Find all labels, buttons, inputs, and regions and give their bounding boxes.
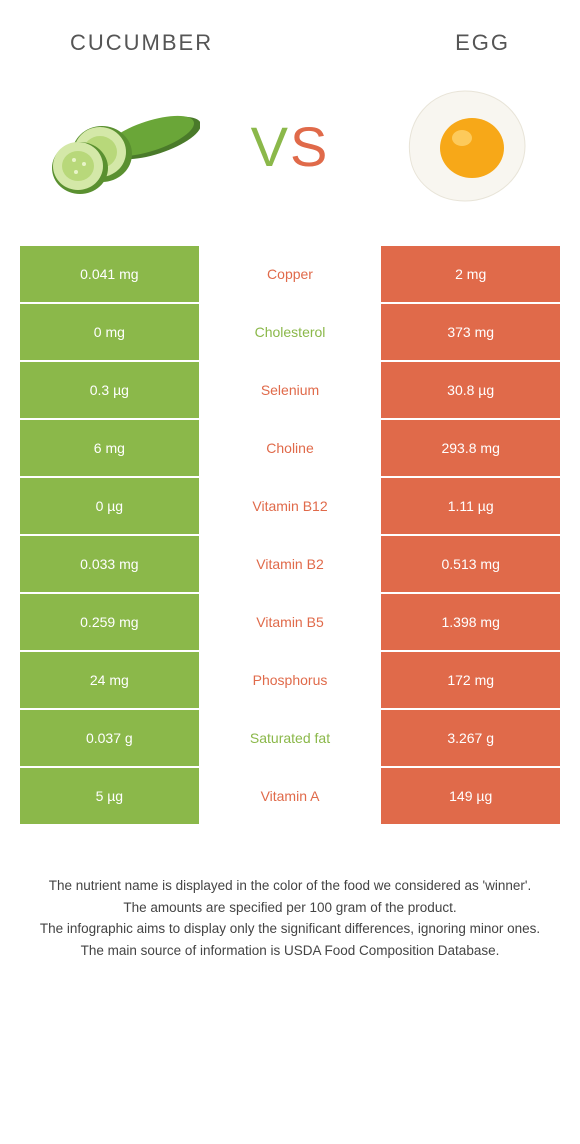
header: CUCUMBER EGG (0, 0, 580, 56)
title-left: CUCUMBER (70, 30, 213, 56)
vs-s: S (290, 115, 329, 178)
vs-v: V (251, 115, 290, 178)
table-row: 0.037 gSaturated fat3.267 g (20, 710, 560, 766)
footer-line: The nutrient name is displayed in the co… (30, 876, 550, 896)
images-row: VS (0, 56, 580, 246)
value-egg: 2 mg (379, 246, 560, 302)
table-row: 0.3 µgSelenium30.8 µg (20, 362, 560, 418)
nutrient-label: Vitamin B2 (201, 536, 380, 592)
value-egg: 293.8 mg (379, 420, 560, 476)
nutrient-label: Vitamin B5 (201, 594, 380, 650)
value-egg: 149 µg (379, 768, 560, 824)
nutrient-label: Vitamin A (201, 768, 380, 824)
footer-line: The main source of information is USDA F… (30, 941, 550, 961)
value-cucumber: 0 µg (20, 478, 201, 534)
nutrient-label: Selenium (201, 362, 380, 418)
value-cucumber: 6 mg (20, 420, 201, 476)
nutrient-label: Cholesterol (201, 304, 380, 360)
value-egg: 172 mg (379, 652, 560, 708)
vs-label: VS (251, 114, 330, 179)
table-row: 0 µgVitamin B121.11 µg (20, 478, 560, 534)
value-cucumber: 5 µg (20, 768, 201, 824)
value-cucumber: 0 mg (20, 304, 201, 360)
value-egg: 1.398 mg (379, 594, 560, 650)
cucumber-image (30, 76, 200, 216)
table-row: 24 mgPhosphorus172 mg (20, 652, 560, 708)
nutrient-label: Saturated fat (201, 710, 380, 766)
value-egg: 373 mg (379, 304, 560, 360)
table-row: 0.259 mgVitamin B51.398 mg (20, 594, 560, 650)
footer-notes: The nutrient name is displayed in the co… (0, 826, 580, 960)
table-row: 5 µgVitamin A149 µg (20, 768, 560, 824)
nutrient-label: Choline (201, 420, 380, 476)
nutrient-table: 0.041 mgCopper2 mg0 mgCholesterol373 mg0… (0, 246, 580, 824)
value-cucumber: 0.033 mg (20, 536, 201, 592)
value-cucumber: 0.037 g (20, 710, 201, 766)
value-egg: 30.8 µg (379, 362, 560, 418)
footer-line: The amounts are specified per 100 gram o… (30, 898, 550, 918)
footer-line: The infographic aims to display only the… (30, 919, 550, 939)
egg-image (380, 76, 550, 216)
nutrient-label: Phosphorus (201, 652, 380, 708)
title-right: EGG (455, 30, 510, 56)
value-cucumber: 24 mg (20, 652, 201, 708)
value-egg: 3.267 g (379, 710, 560, 766)
table-row: 6 mgCholine293.8 mg (20, 420, 560, 476)
table-row: 0 mgCholesterol373 mg (20, 304, 560, 360)
table-row: 0.033 mgVitamin B20.513 mg (20, 536, 560, 592)
nutrient-label: Vitamin B12 (201, 478, 380, 534)
value-cucumber: 0.041 mg (20, 246, 201, 302)
value-egg: 0.513 mg (379, 536, 560, 592)
table-row: 0.041 mgCopper2 mg (20, 246, 560, 302)
nutrient-label: Copper (201, 246, 380, 302)
value-cucumber: 0.3 µg (20, 362, 201, 418)
value-cucumber: 0.259 mg (20, 594, 201, 650)
value-egg: 1.11 µg (379, 478, 560, 534)
